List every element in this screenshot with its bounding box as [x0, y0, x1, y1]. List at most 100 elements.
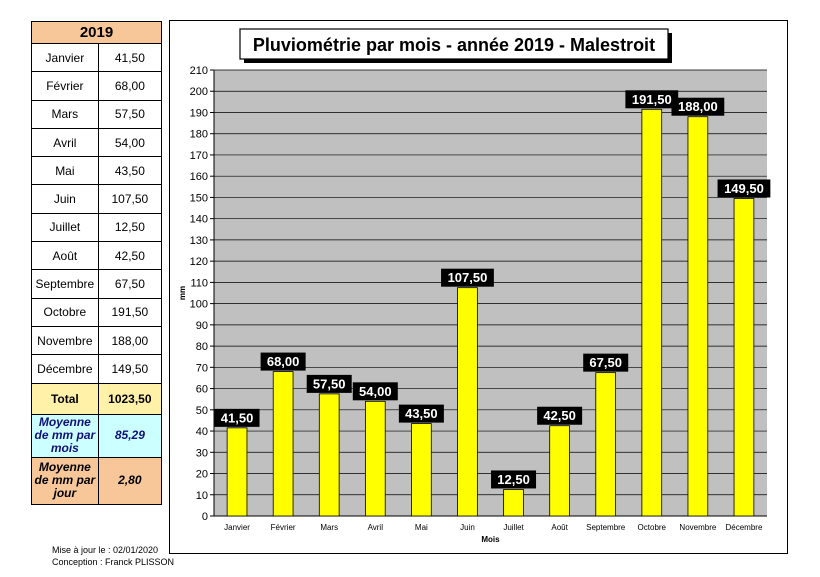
month-cell: Juin	[31, 184, 99, 214]
value-cell: 43,50	[97, 156, 163, 186]
value-cell: 107,50	[97, 184, 163, 214]
data-label-box	[717, 179, 771, 198]
bar	[364, 400, 386, 517]
avg-month-label: Moyenne de mm par mois	[31, 413, 99, 458]
table-row: Mai 43,50	[31, 156, 163, 186]
table-row: Juin 107,50	[31, 184, 163, 214]
data-label: 57,50	[313, 376, 346, 391]
data-label-box	[671, 97, 725, 116]
table-row: Décembre 149,50	[31, 354, 163, 384]
table-row: Mars 57,50	[31, 99, 163, 129]
footer: Mise à jour le : 02/01/2020 Conception :…	[52, 544, 174, 568]
x-tick-label: Mai	[415, 523, 428, 532]
x-tick-label: Avril	[368, 523, 384, 532]
table-row: Avril 54,00	[31, 127, 163, 158]
bar	[318, 393, 340, 517]
data-label-box	[306, 374, 352, 393]
chart-title: Pluviométrie par mois - année 2019 - Mal…	[253, 35, 655, 55]
table-row: Août 42,50	[31, 241, 163, 271]
x-tick-label: Octobre	[638, 523, 667, 532]
avg-month-value: 85,29	[97, 413, 163, 458]
x-tick-label: Décembre	[726, 523, 763, 532]
data-label: 191,50	[632, 92, 672, 107]
data-label-box	[625, 90, 679, 109]
x-tick-label: Novembre	[679, 523, 716, 532]
bar	[549, 425, 570, 517]
x-tick-label: Juillet	[503, 523, 524, 532]
author-credit: Conception : Franck PLISSON	[52, 557, 175, 567]
y-tick-label: 100	[190, 299, 208, 311]
value-cell: 68,00	[97, 71, 163, 101]
x-axis-title: Mois	[481, 535, 500, 544]
y-tick-label: 10	[196, 490, 208, 502]
data-label-box	[491, 470, 537, 489]
value-cell: 42,50	[97, 241, 163, 271]
plot-area	[214, 70, 767, 516]
data-label-box	[398, 404, 444, 423]
bar	[641, 108, 663, 517]
x-tick-label: Septembre	[586, 523, 626, 532]
table-row: Novembre 188,00	[31, 325, 163, 356]
y-tick-label: 50	[196, 405, 208, 417]
month-cell: Décembre	[31, 354, 99, 384]
data-label-box	[441, 268, 494, 287]
y-tick-label: 190	[190, 107, 208, 119]
y-tick-label: 90	[196, 320, 208, 332]
bar	[503, 489, 524, 517]
value-cell: 41,50	[97, 42, 163, 73]
title-box	[239, 28, 669, 60]
data-label: 67,50	[589, 355, 622, 370]
avg-day-value: 2,80	[97, 456, 163, 505]
rainfall-data-table: 2019 Janvier 41,50 Février 68,00 Mars 57,50 Av…	[31, 21, 163, 505]
y-tick-label: 80	[196, 341, 208, 353]
avg-month-row: Moyenne de mm par mois 85,29	[31, 413, 163, 458]
data-label: 43,50	[405, 406, 438, 421]
x-tick-label: Mars	[320, 523, 338, 532]
bar	[226, 427, 248, 517]
y-tick-label: 180	[190, 129, 208, 141]
y-tick-label: 150	[190, 192, 208, 204]
data-label: 41,50	[221, 410, 254, 425]
value-cell: 12,50	[97, 212, 163, 243]
bar	[733, 198, 755, 517]
value-cell: 57,50	[97, 99, 163, 129]
value-cell: 191,50	[97, 297, 163, 327]
y-tick-label: 120	[190, 256, 208, 268]
y-tick-label: 60	[196, 384, 208, 396]
x-tick-label: Janvier	[224, 523, 250, 532]
data-label: 107,50	[448, 270, 488, 285]
y-tick-label: 70	[196, 362, 208, 374]
x-tick-label: Juin	[460, 523, 475, 532]
y-tick-label: 210	[190, 65, 208, 77]
data-label: 12,50	[497, 472, 530, 487]
total-label: Total	[31, 382, 99, 415]
total-value: 1023,50	[97, 382, 163, 415]
data-label: 188,00	[678, 99, 718, 114]
y-tick-label: 140	[190, 214, 208, 226]
month-cell: Juillet	[31, 212, 99, 243]
month-cell: Octobre	[31, 297, 99, 327]
bar	[595, 372, 617, 517]
table-row: Janvier 41,50	[31, 42, 163, 73]
month-cell: Août	[31, 241, 99, 271]
data-label-box	[214, 408, 260, 427]
month-cell: Septembre	[31, 269, 99, 299]
bar	[457, 287, 478, 517]
y-tick-label: 130	[190, 235, 208, 247]
x-tick-label: Août	[551, 523, 568, 532]
data-label: 68,00	[267, 354, 300, 369]
value-cell: 54,00	[97, 127, 163, 158]
data-label: 149,50	[724, 181, 764, 196]
table-row: Février 68,00	[31, 71, 163, 101]
y-tick-label: 200	[190, 86, 208, 98]
table-row: Juillet 12,50	[31, 212, 163, 243]
y-tick-label: 170	[190, 150, 208, 162]
bar	[687, 116, 709, 517]
avg-day-row: Moyenne de mm par jour 2,80	[31, 456, 163, 505]
bar	[272, 371, 294, 517]
data-label: 54,00	[359, 384, 392, 399]
month-cell: Janvier	[31, 42, 99, 73]
y-tick-label: 40	[196, 426, 208, 438]
avg-day-label: Moyenne de mm par jour	[31, 456, 99, 505]
data-label: 42,50	[543, 408, 576, 423]
